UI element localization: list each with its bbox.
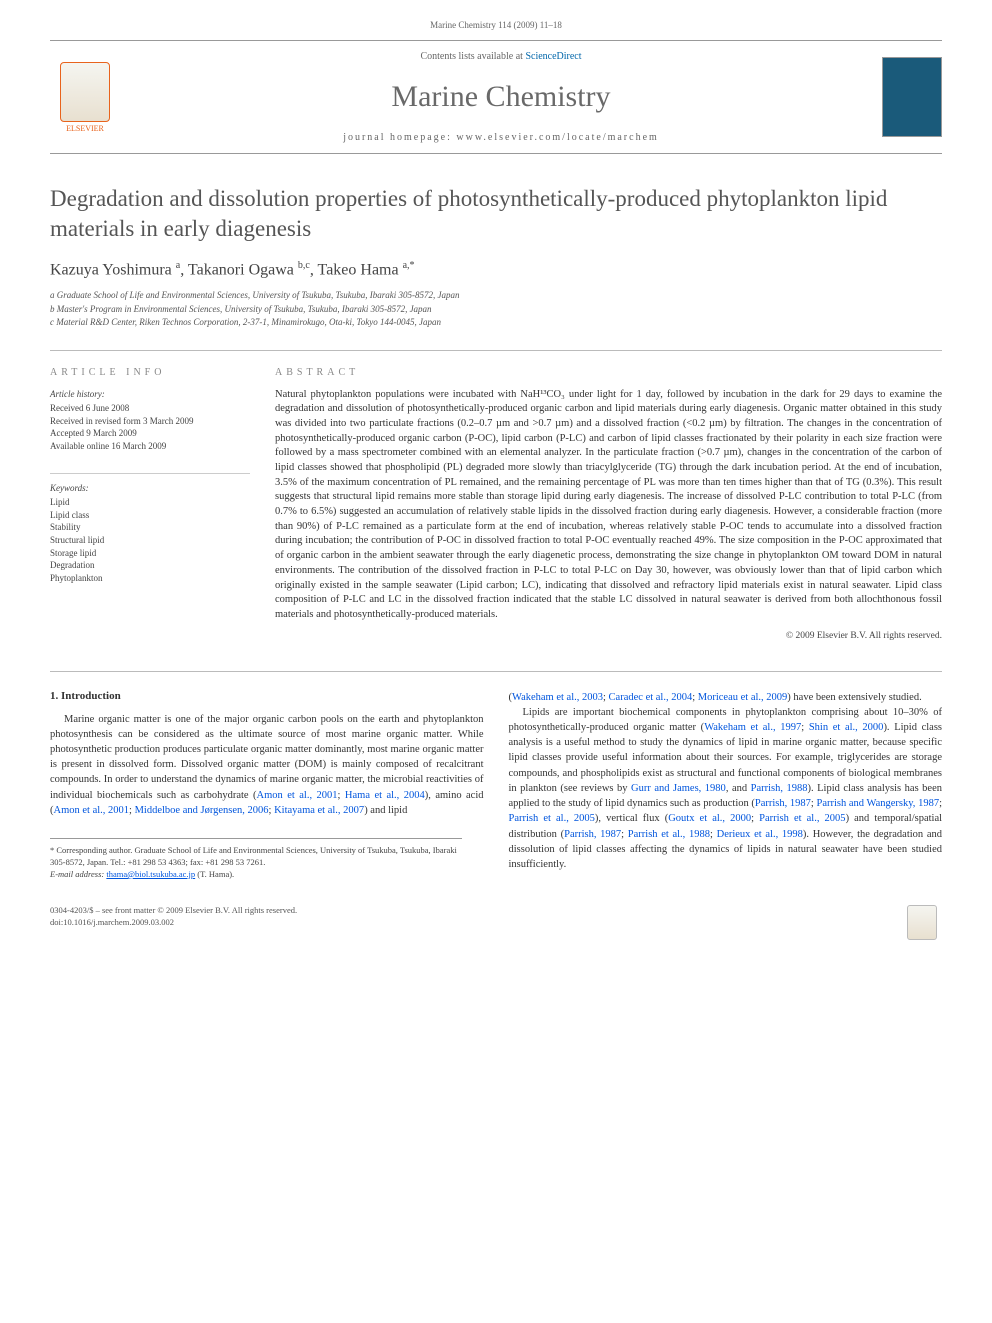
running-header: Marine Chemistry 114 (2009) 11–18 <box>50 20 942 30</box>
section-heading: 1. Introduction <box>50 690 484 702</box>
history-line: Available online 16 March 2009 <box>50 440 250 453</box>
article-info-panel: ARTICLE INFO Article history: Received 6… <box>50 367 250 641</box>
citation-link[interactable]: Amon et al., 2001 <box>54 805 130 816</box>
affiliation-line: a Graduate School of Life and Environmen… <box>50 289 942 303</box>
citation-link[interactable]: Parrish et al., 2005 <box>509 813 595 824</box>
history-lines: Received 6 June 2008Received in revised … <box>50 402 250 452</box>
history-line: Accepted 9 March 2009 <box>50 427 250 440</box>
citation-link[interactable]: Parrish, 1987 <box>564 829 621 840</box>
email-link[interactable]: thama@biol.tsukuba.ac.jp <box>106 869 195 879</box>
homepage-url: www.elsevier.com/locate/marchem <box>456 132 658 143</box>
citation-link[interactable]: Moriceau et al., 2009 <box>698 692 788 703</box>
right-column: (Wakeham et al., 2003; Caradec et al., 2… <box>509 690 943 881</box>
journal-title: Marine Chemistry <box>120 80 882 114</box>
doi-line: doi:10.1016/j.marchem.2009.03.002 <box>50 917 297 929</box>
citation-link[interactable]: Parrish, 1987 <box>755 798 811 809</box>
citation-link[interactable]: Derieux et al., 1998 <box>717 829 803 840</box>
keyword-line: Structural lipid <box>50 534 250 547</box>
masthead-center: Contents lists available at ScienceDirec… <box>120 51 882 143</box>
keyword-line: Phytoplankton <box>50 572 250 585</box>
citation-link[interactable]: Middelboe and Jørgensen, 2006 <box>135 805 269 816</box>
history-line: Received 6 June 2008 <box>50 402 250 415</box>
intro-paragraph-right-1: (Wakeham et al., 2003; Caradec et al., 2… <box>509 690 943 705</box>
contents-prefix: Contents lists available at <box>420 51 525 62</box>
footer-tree-icon <box>907 905 937 940</box>
citation-link[interactable]: Gurr and James, 1980 <box>631 783 726 794</box>
abstract-text: Natural phytoplankton populations were i… <box>275 388 942 623</box>
email-who: (T. Hama). <box>197 869 234 879</box>
affiliation-line: c Material R&D Center, Riken Technos Cor… <box>50 316 942 330</box>
elsevier-label: ELSEVIER <box>66 124 104 133</box>
abstract-copyright: © 2009 Elsevier B.V. All rights reserved… <box>275 631 942 641</box>
email-line: E-mail address: thama@biol.tsukuba.ac.jp… <box>50 869 462 881</box>
citation-link[interactable]: Parrish, 1988 <box>751 783 808 794</box>
corresponding-author-note: * Corresponding author. Graduate School … <box>50 845 462 869</box>
footer-elsevier-logo <box>902 905 942 950</box>
elsevier-logo: ELSEVIER <box>50 55 120 140</box>
citation-link[interactable]: Caradec et al., 2004 <box>609 692 693 703</box>
body-columns: 1. Introduction Marine organic matter is… <box>50 671 942 881</box>
history-line: Received in revised form 3 March 2009 <box>50 415 250 428</box>
keyword-line: Stability <box>50 521 250 534</box>
article-title: Degradation and dissolution properties o… <box>50 184 942 244</box>
keyword-line: Lipid class <box>50 509 250 522</box>
left-column: 1. Introduction Marine organic matter is… <box>50 690 484 881</box>
citation-link[interactable]: Parrish et al., 2005 <box>759 813 845 824</box>
journal-cover-icon <box>882 57 942 137</box>
page-footer: 0304-4203/$ – see front matter © 2009 El… <box>50 905 942 950</box>
history-heading: Article history: <box>50 388 250 401</box>
keyword-lines: LipidLipid classStabilityStructural lipi… <box>50 496 250 584</box>
intro-paragraph-left: Marine organic matter is one of the majo… <box>50 712 484 819</box>
keywords-heading: Keywords: <box>50 482 250 495</box>
citation-link[interactable]: Amon et al., 2001 <box>257 790 338 801</box>
citation-link[interactable]: Wakeham et al., 2003 <box>512 692 603 703</box>
homepage-line: journal homepage: www.elsevier.com/locat… <box>120 132 882 143</box>
abstract-heading: ABSTRACT <box>275 367 942 378</box>
affiliation-line: b Master's Program in Environmental Scie… <box>50 303 942 317</box>
affiliations-block: a Graduate School of Life and Environmen… <box>50 289 942 330</box>
keyword-line: Lipid <box>50 496 250 509</box>
keyword-line: Degradation <box>50 559 250 572</box>
article-info-heading: ARTICLE INFO <box>50 367 250 378</box>
citation-link[interactable]: Goutx et al., 2000 <box>668 813 751 824</box>
email-label: E-mail address: <box>50 869 104 879</box>
journal-masthead: ELSEVIER Contents lists available at Sci… <box>50 40 942 154</box>
footnote-block: * Corresponding author. Graduate School … <box>50 838 462 881</box>
issn-line: 0304-4203/$ – see front matter © 2009 El… <box>50 905 297 917</box>
citation-link[interactable]: Parrish et al., 1988 <box>628 829 710 840</box>
abstract-panel: ABSTRACT Natural phytoplankton populatio… <box>275 367 942 641</box>
citation-link[interactable]: Wakeham et al., 1997 <box>704 722 801 733</box>
author-list: Kazuya Yoshimura a, Takanori Ogawa b,c, … <box>50 260 942 279</box>
citation-link[interactable]: Kitayama et al., 2007 <box>274 805 364 816</box>
citation-link[interactable]: Parrish and Wangersky, 1987 <box>817 798 940 809</box>
homepage-label: journal homepage: <box>343 132 456 143</box>
elsevier-tree-icon <box>60 62 110 122</box>
keywords-block: Keywords: LipidLipid classStabilityStruc… <box>50 473 250 585</box>
keyword-line: Storage lipid <box>50 547 250 560</box>
footer-left: 0304-4203/$ – see front matter © 2009 El… <box>50 905 297 950</box>
citation-link[interactable]: Hama et al., 2004 <box>345 790 425 801</box>
intro-paragraph-right-2: Lipids are important biochemical compone… <box>509 705 943 872</box>
citation-link[interactable]: Shin et al., 2000 <box>809 722 884 733</box>
sciencedirect-link[interactable]: ScienceDirect <box>525 51 581 62</box>
contents-line: Contents lists available at ScienceDirec… <box>120 51 882 62</box>
info-abstract-row: ARTICLE INFO Article history: Received 6… <box>50 350 942 641</box>
